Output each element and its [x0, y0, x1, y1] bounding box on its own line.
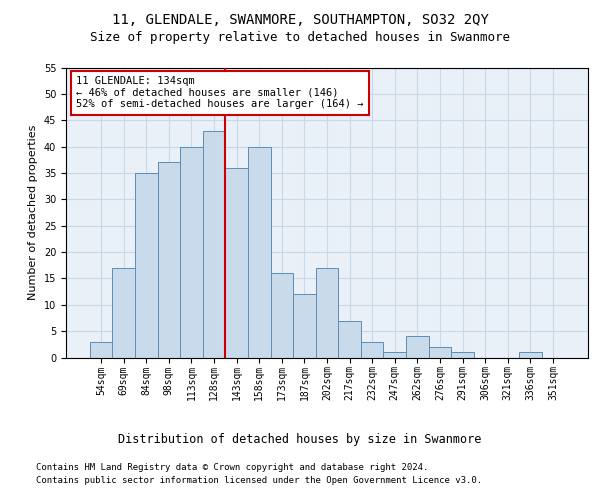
- Text: 11, GLENDALE, SWANMORE, SOUTHAMPTON, SO32 2QY: 11, GLENDALE, SWANMORE, SOUTHAMPTON, SO3…: [112, 12, 488, 26]
- Text: Contains HM Land Registry data © Crown copyright and database right 2024.: Contains HM Land Registry data © Crown c…: [36, 462, 428, 471]
- Text: Distribution of detached houses by size in Swanmore: Distribution of detached houses by size …: [118, 432, 482, 446]
- Bar: [519, 352, 542, 358]
- Bar: [428, 347, 451, 358]
- Text: Contains public sector information licensed under the Open Government Licence v3: Contains public sector information licen…: [36, 476, 482, 485]
- Bar: [180, 146, 203, 358]
- Bar: [112, 268, 135, 358]
- Bar: [293, 294, 316, 358]
- Bar: [271, 273, 293, 357]
- Bar: [361, 342, 383, 357]
- Bar: [248, 146, 271, 358]
- Y-axis label: Number of detached properties: Number of detached properties: [28, 125, 38, 300]
- Bar: [383, 352, 406, 358]
- Bar: [451, 352, 474, 358]
- Bar: [226, 168, 248, 358]
- Bar: [406, 336, 428, 357]
- Text: 11 GLENDALE: 134sqm
← 46% of detached houses are smaller (146)
52% of semi-detac: 11 GLENDALE: 134sqm ← 46% of detached ho…: [76, 76, 364, 110]
- Bar: [338, 320, 361, 358]
- Bar: [90, 342, 112, 357]
- Bar: [135, 173, 158, 358]
- Bar: [203, 131, 226, 358]
- Bar: [158, 162, 180, 358]
- Bar: [316, 268, 338, 358]
- Text: Size of property relative to detached houses in Swanmore: Size of property relative to detached ho…: [90, 31, 510, 44]
